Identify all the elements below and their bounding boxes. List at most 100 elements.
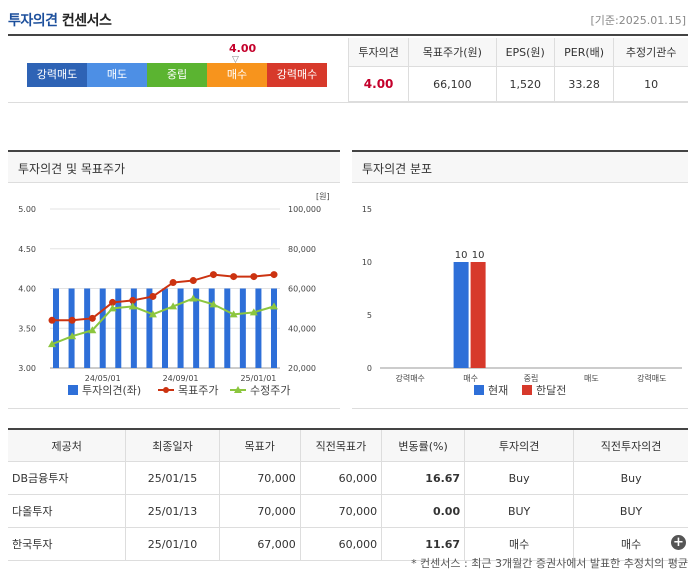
summary-header: 추정기관수 [613, 38, 688, 67]
target-price-point [250, 273, 258, 281]
current-bar [453, 262, 469, 368]
target-price-point [270, 271, 278, 279]
change-rate: 11.67 [381, 527, 465, 561]
target-price-point [230, 273, 238, 281]
legend-adjusted-label: 수정주가 [250, 384, 290, 397]
prev-target-price: 60,000 [299, 461, 382, 495]
y-left-tick-label: 4.50 [18, 245, 36, 254]
x-tick-label: 중립 [524, 374, 539, 383]
bar-value-label: 10 [455, 250, 468, 261]
opinion-bar [68, 288, 75, 368]
broker-name: DB금융투자 [8, 461, 126, 495]
opinion-bar [193, 288, 200, 368]
col-header: 제공처 [8, 428, 126, 462]
col-header: 변동률(%) [381, 428, 465, 462]
legend-target-label: 목표주가 [178, 384, 218, 397]
target-price-point [129, 296, 137, 304]
table-row: 한국투자 25/01/10 67,000 60,000 11.67 매수 매수 … [8, 527, 688, 561]
opinion: 매수 [464, 527, 574, 561]
opinion: Buy [464, 461, 574, 495]
y-left-tick-label: 4.00 [18, 285, 36, 294]
target-price-point [109, 298, 117, 306]
adjusted-price-point [229, 310, 238, 318]
adjusted-price-line [51, 297, 275, 346]
col-header: 투자의견 [464, 428, 574, 462]
month-ago-bar [470, 262, 486, 368]
x-tick-label: 강력매도 [637, 373, 666, 383]
reference-date: [기준:2025.01.15] [590, 14, 686, 27]
prev-opinion: Buy [573, 461, 688, 495]
summary-table: 투자의견 목표주가(원) EPS(원) PER(배) 추정기관수 4.00 66… [347, 38, 688, 102]
y-right-unit-label: [원] [316, 192, 330, 201]
target-price-point [189, 277, 197, 285]
scale-marker-icon: ▽ [232, 55, 239, 65]
title-accent: 투자의견 [8, 13, 58, 29]
adjusted-price-point [148, 310, 157, 318]
col-header: 직전투자의견 [573, 428, 688, 462]
adjusted-price-point [209, 300, 218, 308]
header-rule [8, 34, 688, 36]
left-panel-title: 투자의견 및 목표주가 [18, 162, 125, 176]
x-tick-label: 강력매수 [395, 373, 424, 383]
y-right-tick-label: 40,000 [288, 324, 316, 333]
legend-opinion-swatch [68, 385, 78, 395]
scale-strong-buy: 강력매수 [267, 63, 327, 87]
change-rate: 0.00 [381, 494, 465, 528]
legend-target-marker [163, 387, 169, 393]
change-rate: 16.67 [381, 461, 465, 495]
summary-header: 투자의견 [347, 38, 409, 67]
scale-buy: 매수 [207, 63, 267, 87]
scale-sell: 매도 [87, 63, 147, 87]
table-row: 다올투자 25/01/13 70,000 70,000 0.00 BUY BUY [8, 494, 688, 528]
last-date: 25/01/10 [125, 527, 220, 561]
summary-target-price: 66,100 [408, 66, 496, 102]
y-right-tick-label: 20,000 [288, 364, 316, 373]
scale-current-value: 4.00 [229, 42, 257, 55]
y-right-tick-label: 100,000 [288, 205, 321, 214]
opinion-bar [99, 288, 106, 368]
left-panel-bottom [8, 408, 340, 409]
adjusted-price-point [88, 326, 97, 334]
last-date: 25/01/13 [125, 494, 220, 528]
legend-opinion-label: 투자의견(좌) [82, 384, 141, 397]
target-price: 70,000 [218, 494, 301, 528]
opinion-bar [208, 288, 215, 368]
opinion-bar [177, 288, 184, 368]
col-header: 최종일자 [125, 428, 220, 462]
section-header: 투자의견 컨센서스 [기준:2025.01.15] [8, 6, 688, 29]
title-rest: 컨센서스 [61, 13, 112, 29]
y-left-tick-label: 3.50 [18, 324, 36, 333]
target-price-point [88, 314, 96, 322]
y-tick-label: 5 [367, 311, 372, 320]
left-panel-header: 투자의견 및 목표주가 [8, 150, 340, 183]
opinion-bar [146, 288, 153, 368]
y-tick-label: 0 [367, 364, 372, 373]
opinion-bar [53, 288, 59, 368]
opinion-bar [255, 288, 262, 368]
x-tick-label: 24/05/01 [85, 374, 121, 383]
prev-target-price: 60,000 [299, 527, 382, 561]
summary-analyst-count: 10 [613, 66, 688, 102]
x-tick-label: 매수 [463, 374, 478, 383]
summary-eps: 1,520 [495, 66, 555, 102]
y-tick-label: 15 [362, 205, 372, 214]
last-date: 25/01/15 [125, 461, 220, 495]
opinion-bar [130, 288, 137, 368]
target-price-point [48, 316, 56, 324]
target-price-point [209, 271, 217, 279]
summary-header: EPS(원) [495, 38, 555, 67]
y-left-tick-label: 3.00 [18, 364, 36, 373]
summary-header: 목표주가(원) [408, 38, 496, 67]
target-price-point [169, 279, 177, 287]
opinion-bar [271, 288, 277, 368]
prev-opinion: BUY [573, 494, 688, 528]
expand-more-icon[interactable]: + [671, 535, 686, 550]
target-price: 67,000 [218, 527, 301, 561]
opinion-bar [239, 288, 246, 368]
adjusted-price-point [128, 302, 137, 310]
legend-current-label: 현재 [488, 384, 508, 397]
table-row: DB금융투자 25/01/15 70,000 60,000 16.67 Buy … [8, 461, 688, 495]
scale-neutral: 중립 [147, 63, 207, 87]
opinion-bar [162, 288, 168, 368]
broker-name: 한국투자 [8, 527, 126, 561]
